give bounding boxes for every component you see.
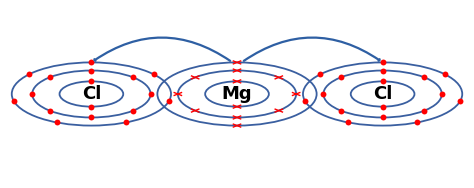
Point	[337, 76, 345, 79]
Point	[441, 73, 449, 76]
Point	[301, 99, 309, 102]
Text: Cl: Cl	[82, 85, 101, 103]
Point	[379, 80, 386, 83]
Point	[420, 109, 428, 112]
Point	[88, 61, 95, 64]
Point	[10, 99, 18, 102]
Point	[317, 73, 324, 76]
Point	[438, 92, 446, 96]
Point	[129, 76, 137, 79]
Point	[165, 99, 173, 102]
Point	[337, 109, 345, 112]
Point	[46, 109, 54, 112]
Point	[379, 116, 386, 119]
Text: Cl: Cl	[373, 85, 392, 103]
Point	[379, 61, 386, 64]
Text: Mg: Mg	[222, 85, 252, 103]
Point	[344, 121, 352, 124]
Point	[46, 76, 54, 79]
Point	[319, 92, 327, 96]
Point	[25, 73, 33, 76]
Point	[88, 105, 95, 108]
Point	[53, 121, 61, 124]
Point	[456, 99, 464, 102]
Point	[413, 121, 421, 124]
Point	[379, 69, 386, 72]
Point	[147, 92, 155, 96]
Point	[88, 69, 95, 72]
Point	[379, 105, 386, 108]
Point	[88, 116, 95, 119]
Point	[129, 109, 137, 112]
Point	[420, 76, 428, 79]
Point	[122, 121, 130, 124]
Point	[28, 92, 36, 96]
Point	[150, 73, 157, 76]
Point	[88, 80, 95, 83]
